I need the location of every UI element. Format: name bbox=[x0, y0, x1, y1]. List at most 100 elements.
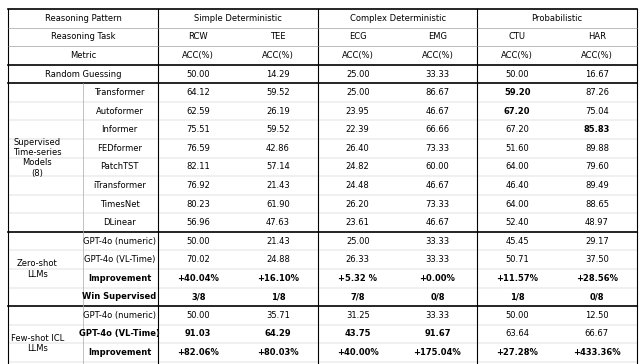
Text: 88.65: 88.65 bbox=[585, 199, 609, 209]
Text: 91.67: 91.67 bbox=[424, 329, 451, 339]
Text: 64.00: 64.00 bbox=[506, 199, 529, 209]
Text: 85.83: 85.83 bbox=[584, 125, 610, 134]
Text: 91.03: 91.03 bbox=[185, 329, 211, 339]
Text: 50.00: 50.00 bbox=[506, 311, 529, 320]
Text: RCW: RCW bbox=[188, 32, 208, 41]
Text: GPT-4o (numeric): GPT-4o (numeric) bbox=[83, 311, 156, 320]
Text: ACC(%): ACC(%) bbox=[182, 51, 214, 60]
Text: Probabilistic: Probabilistic bbox=[531, 14, 582, 23]
Text: +80.03%: +80.03% bbox=[257, 348, 299, 357]
Text: 73.33: 73.33 bbox=[426, 199, 449, 209]
Text: 46.67: 46.67 bbox=[426, 181, 449, 190]
Text: Simple Deterministic: Simple Deterministic bbox=[194, 14, 282, 23]
Text: 75.04: 75.04 bbox=[585, 107, 609, 116]
Text: GPT-4o (VL-Time): GPT-4o (VL-Time) bbox=[79, 329, 160, 339]
Text: 24.48: 24.48 bbox=[346, 181, 370, 190]
Text: ACC(%): ACC(%) bbox=[581, 51, 613, 60]
Text: 59.52: 59.52 bbox=[266, 88, 290, 97]
Text: 50.00: 50.00 bbox=[186, 70, 210, 79]
Text: 0/8: 0/8 bbox=[589, 292, 604, 301]
Text: 25.00: 25.00 bbox=[346, 88, 369, 97]
Text: 73.33: 73.33 bbox=[426, 144, 449, 153]
Text: 89.88: 89.88 bbox=[585, 144, 609, 153]
Text: 7/8: 7/8 bbox=[351, 292, 365, 301]
Text: ACC(%): ACC(%) bbox=[262, 51, 294, 60]
Text: Metric: Metric bbox=[70, 51, 96, 60]
Text: Win Supervised: Win Supervised bbox=[83, 292, 157, 301]
Text: TimesNet: TimesNet bbox=[100, 199, 140, 209]
Text: Reasoning Pattern: Reasoning Pattern bbox=[45, 14, 122, 23]
Text: 51.60: 51.60 bbox=[506, 144, 529, 153]
Text: 31.25: 31.25 bbox=[346, 311, 370, 320]
Text: 67.20: 67.20 bbox=[504, 107, 531, 116]
Text: GPT-4o (VL-Time): GPT-4o (VL-Time) bbox=[84, 255, 156, 264]
Text: 26.40: 26.40 bbox=[346, 144, 370, 153]
Text: 23.95: 23.95 bbox=[346, 107, 370, 116]
Text: 50.71: 50.71 bbox=[506, 255, 529, 264]
Text: ACC(%): ACC(%) bbox=[342, 51, 374, 60]
Text: 12.50: 12.50 bbox=[585, 311, 609, 320]
Text: +11.57%: +11.57% bbox=[496, 274, 538, 283]
Text: 66.67: 66.67 bbox=[585, 329, 609, 339]
Text: EMG: EMG bbox=[428, 32, 447, 41]
Text: +40.00%: +40.00% bbox=[337, 348, 379, 357]
Text: CTU: CTU bbox=[509, 32, 525, 41]
Text: 62.59: 62.59 bbox=[186, 107, 210, 116]
Text: 50.00: 50.00 bbox=[186, 237, 210, 246]
Text: 23.61: 23.61 bbox=[346, 218, 370, 227]
Text: 63.64: 63.64 bbox=[505, 329, 529, 339]
Text: 64.12: 64.12 bbox=[186, 88, 210, 97]
Text: 46.67: 46.67 bbox=[426, 107, 449, 116]
Text: Improvement: Improvement bbox=[88, 274, 151, 283]
Text: 14.29: 14.29 bbox=[266, 70, 290, 79]
Text: Transformer: Transformer bbox=[94, 88, 145, 97]
Text: 37.50: 37.50 bbox=[585, 255, 609, 264]
Text: 33.33: 33.33 bbox=[426, 237, 449, 246]
Text: PatchTST: PatchTST bbox=[100, 162, 139, 171]
Text: Informer: Informer bbox=[102, 125, 138, 134]
Text: ACC(%): ACC(%) bbox=[501, 51, 533, 60]
Text: +28.56%: +28.56% bbox=[576, 274, 618, 283]
Text: Complex Deterministic: Complex Deterministic bbox=[349, 14, 445, 23]
Text: Supervised
Time-series
Models
(8): Supervised Time-series Models (8) bbox=[13, 138, 61, 178]
Text: 24.82: 24.82 bbox=[346, 162, 370, 171]
Text: 43.75: 43.75 bbox=[344, 329, 371, 339]
Text: 46.67: 46.67 bbox=[426, 218, 449, 227]
Text: TEE: TEE bbox=[270, 32, 285, 41]
Text: 46.40: 46.40 bbox=[506, 181, 529, 190]
Text: 66.66: 66.66 bbox=[426, 125, 449, 134]
Text: 25.00: 25.00 bbox=[346, 237, 369, 246]
Text: 76.59: 76.59 bbox=[186, 144, 210, 153]
Text: 3/8: 3/8 bbox=[191, 292, 205, 301]
Text: 80.23: 80.23 bbox=[186, 199, 210, 209]
Text: Autoformer: Autoformer bbox=[95, 107, 143, 116]
Text: 24.88: 24.88 bbox=[266, 255, 290, 264]
Text: +16.10%: +16.10% bbox=[257, 274, 299, 283]
Text: Few-shot ICL
LLMs: Few-shot ICL LLMs bbox=[11, 333, 64, 353]
Text: Improvement: Improvement bbox=[88, 348, 151, 357]
Text: 70.02: 70.02 bbox=[186, 255, 210, 264]
Text: +40.04%: +40.04% bbox=[177, 274, 220, 283]
Text: ACC(%): ACC(%) bbox=[422, 51, 453, 60]
Text: 47.63: 47.63 bbox=[266, 218, 290, 227]
Text: 52.40: 52.40 bbox=[506, 218, 529, 227]
Text: +27.28%: +27.28% bbox=[496, 348, 538, 357]
Text: 33.33: 33.33 bbox=[426, 255, 449, 264]
Text: 82.11: 82.11 bbox=[186, 162, 210, 171]
Text: iTransformer: iTransformer bbox=[93, 181, 146, 190]
Text: 1/8: 1/8 bbox=[510, 292, 525, 301]
Text: 79.60: 79.60 bbox=[585, 162, 609, 171]
Text: ECG: ECG bbox=[349, 32, 367, 41]
Text: 76.92: 76.92 bbox=[186, 181, 210, 190]
Text: 87.26: 87.26 bbox=[585, 88, 609, 97]
Text: 21.43: 21.43 bbox=[266, 237, 290, 246]
Text: 61.90: 61.90 bbox=[266, 199, 290, 209]
Text: +175.04%: +175.04% bbox=[413, 348, 461, 357]
Text: 59.20: 59.20 bbox=[504, 88, 531, 97]
Text: 89.49: 89.49 bbox=[585, 181, 609, 190]
Text: 26.19: 26.19 bbox=[266, 107, 290, 116]
Text: 48.97: 48.97 bbox=[585, 218, 609, 227]
Text: 29.17: 29.17 bbox=[585, 237, 609, 246]
Text: 75.51: 75.51 bbox=[186, 125, 210, 134]
Text: 33.33: 33.33 bbox=[426, 70, 449, 79]
